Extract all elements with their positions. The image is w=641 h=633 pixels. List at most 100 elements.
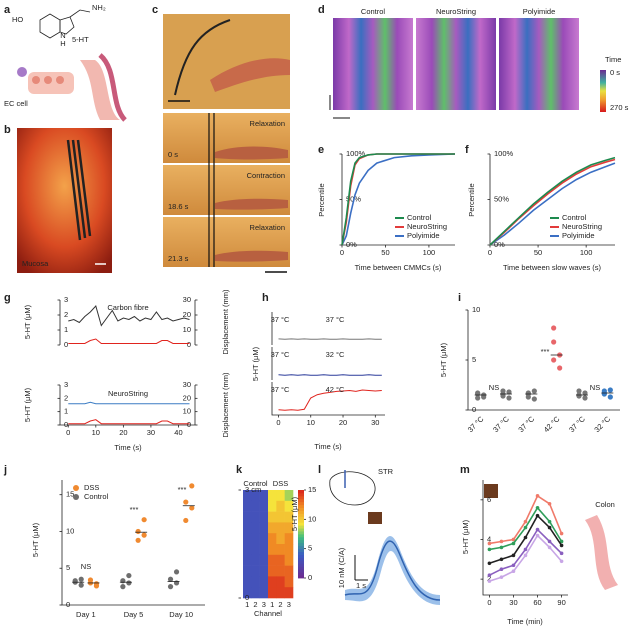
x-tick-label: 3 bbox=[262, 600, 266, 609]
colorbar bbox=[298, 501, 304, 506]
panel-a-art bbox=[17, 9, 127, 122]
tick-label: 10 bbox=[183, 407, 191, 416]
tick-label: 20 bbox=[119, 428, 127, 437]
heat-cell bbox=[243, 587, 252, 599]
dot bbox=[126, 572, 132, 579]
dot bbox=[173, 569, 180, 575]
dot bbox=[531, 388, 537, 394]
panel-m-art bbox=[484, 484, 618, 590]
dot bbox=[481, 394, 487, 400]
colorbar bbox=[298, 510, 304, 514]
dot bbox=[189, 483, 195, 489]
tick-label: 10 bbox=[92, 428, 100, 437]
legend-label: Control bbox=[562, 213, 587, 222]
colorbar bbox=[298, 563, 304, 567]
dot bbox=[582, 395, 588, 401]
heat-cell bbox=[259, 511, 269, 523]
dot bbox=[525, 390, 531, 396]
y-axis-label: Percentile bbox=[317, 183, 326, 216]
point bbox=[487, 541, 492, 546]
colorbar bbox=[298, 566, 304, 570]
annotation: NS bbox=[81, 562, 91, 571]
heat-cell bbox=[243, 490, 252, 502]
tick-label: 0 bbox=[66, 428, 70, 437]
heat-cell bbox=[284, 576, 294, 588]
tick-label: 10 bbox=[472, 305, 480, 314]
heat-cell bbox=[259, 533, 269, 545]
panel-label: a bbox=[4, 4, 11, 16]
colorbar bbox=[298, 504, 304, 508]
point bbox=[499, 575, 504, 579]
point bbox=[523, 519, 528, 524]
heat-cell bbox=[284, 533, 294, 545]
heat-cell bbox=[284, 522, 294, 534]
point bbox=[547, 545, 552, 550]
legend-label: DSS bbox=[84, 483, 99, 492]
heat-cell bbox=[268, 500, 277, 512]
image-label: Mucosa bbox=[22, 259, 49, 268]
x-tick-label: Day 5 bbox=[124, 610, 144, 619]
legend-label: Polyimide bbox=[407, 231, 440, 240]
heat-cell bbox=[268, 565, 277, 577]
heat-cell bbox=[276, 544, 285, 556]
y-axis-label: 5-HT (μM) bbox=[251, 346, 260, 381]
panel-label: h bbox=[262, 292, 269, 304]
heat-cell bbox=[276, 500, 285, 512]
heat-cell bbox=[251, 490, 260, 502]
heat-cell bbox=[251, 500, 260, 512]
axis bbox=[467, 310, 620, 411]
heat-cell bbox=[259, 490, 269, 502]
heat-cell bbox=[276, 587, 285, 599]
tick-label: 50 bbox=[534, 248, 542, 257]
point bbox=[487, 579, 492, 583]
point bbox=[523, 553, 528, 558]
tick-label: 0 bbox=[187, 420, 191, 429]
tick-label: 40 bbox=[174, 428, 182, 437]
point bbox=[547, 519, 552, 524]
colorbar bbox=[298, 534, 304, 538]
image-label: 0 s bbox=[610, 68, 620, 77]
dot bbox=[120, 584, 126, 590]
tick-label: 10 bbox=[307, 418, 315, 427]
image-label: Relaxation bbox=[250, 223, 285, 232]
annotation: *** bbox=[541, 347, 550, 356]
series-line bbox=[341, 153, 456, 246]
colorbar bbox=[298, 560, 304, 564]
tick-label: 100% bbox=[346, 149, 366, 158]
dot bbox=[126, 580, 132, 586]
legend-label: NeuroString bbox=[407, 222, 447, 231]
tick-label: 6 bbox=[487, 495, 491, 504]
colorbar bbox=[298, 516, 304, 520]
tick-label: 1 bbox=[64, 325, 68, 334]
tick-label: 1 bbox=[64, 407, 68, 416]
panel-label: d bbox=[318, 4, 325, 16]
heat-cell bbox=[251, 533, 260, 545]
tick-label: 10 bbox=[183, 325, 191, 334]
colorbar bbox=[298, 498, 304, 503]
axis bbox=[482, 480, 568, 596]
x-tick-label: 42 °C bbox=[542, 414, 562, 434]
tick-label: 0 bbox=[308, 573, 312, 582]
colorbar bbox=[298, 569, 304, 573]
tick-label: 0 bbox=[472, 405, 476, 414]
chart-title: Carbon fibre bbox=[107, 303, 148, 312]
colorbar bbox=[298, 557, 304, 561]
tick-label: 5 bbox=[472, 355, 476, 364]
tick-label: 0 bbox=[276, 418, 280, 427]
legend-swatch bbox=[73, 494, 79, 500]
image-label: Relaxation bbox=[250, 119, 285, 128]
panel-label: g bbox=[4, 292, 11, 304]
heat-cell bbox=[243, 533, 252, 545]
x-tick-label: 37 °C bbox=[567, 414, 587, 434]
point bbox=[535, 494, 540, 498]
point bbox=[559, 531, 564, 536]
image-label: EC cell bbox=[4, 99, 28, 108]
tick-label: 10 bbox=[308, 514, 316, 523]
y-axis-label: 5-HT (μM) bbox=[31, 522, 40, 557]
heat-cell bbox=[268, 544, 277, 556]
dot bbox=[141, 532, 147, 538]
series-line bbox=[489, 156, 616, 246]
heat-cell bbox=[251, 511, 260, 523]
dot bbox=[551, 325, 557, 331]
point bbox=[511, 553, 516, 558]
